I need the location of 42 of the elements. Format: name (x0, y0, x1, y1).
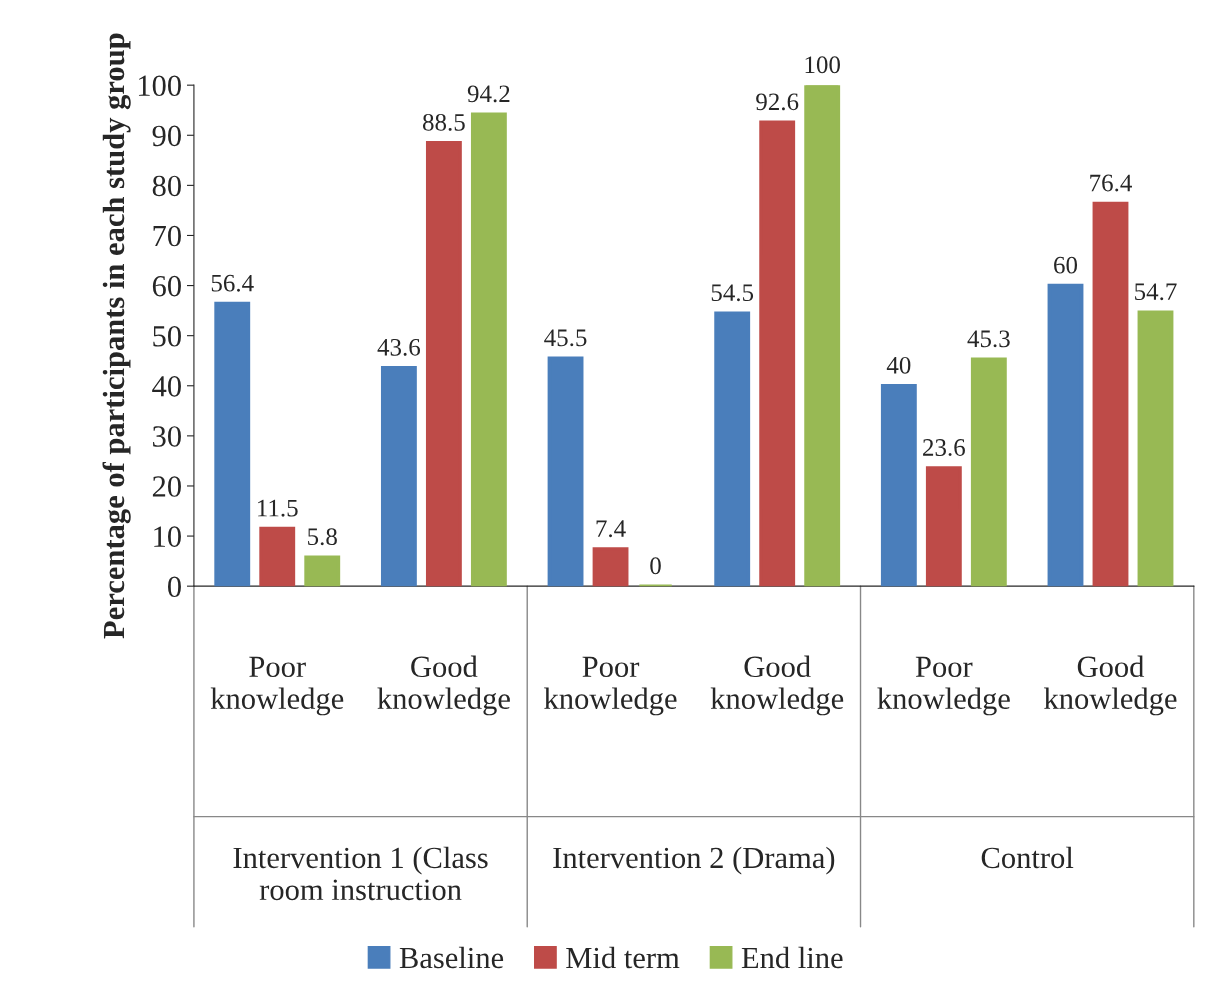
x-tick-label: Good knowledge (377, 655, 510, 716)
data-label: 40 (886, 356, 911, 374)
y-tick-label: 20 (152, 476, 181, 497)
text: Intervention 1 (Class room instruction (233, 846, 488, 901)
y-tick-label: 60 (152, 275, 181, 297)
y-tick-label: 0 (168, 576, 181, 598)
y-tick-label: 70 (153, 225, 181, 247)
y-tick-label: 30 (153, 426, 181, 447)
y-axis-title: Percentage of participants in each study group (102, 33, 131, 639)
data-label: 45.5 (544, 329, 587, 347)
data-label: 23.6 (923, 439, 965, 457)
data-label: 92.6 (756, 93, 799, 111)
data-label: 11.5 (258, 499, 298, 517)
legend-label: End line (741, 946, 843, 969)
legend-label: Baseline (399, 946, 504, 969)
y-tick-label: 80 (152, 175, 181, 197)
data-label: 7.4 (596, 520, 626, 538)
y-tick-label: 40 (152, 376, 181, 397)
legend-label: Mid term (566, 946, 680, 969)
y-tick-label: 50 (153, 325, 181, 347)
x-tick-label: Poor knowledge (877, 656, 1010, 716)
y-tick-label: 100 (138, 75, 181, 97)
data-label: 56.4 (211, 274, 254, 292)
y-tick-label: 90 (152, 125, 181, 147)
x-tick-label: Good knowledge (1044, 655, 1177, 716)
y-tick-label: 10 (154, 526, 181, 547)
x-tick-label: Good knowledge (710, 655, 844, 716)
data-label: 54.5 (711, 284, 754, 302)
data-label: 76.4 (1090, 174, 1132, 192)
data-label: 54.7 (1135, 283, 1177, 301)
x-tick-label: Poor knowledge (210, 656, 344, 716)
data-label: 0 (650, 557, 661, 575)
x-tick-label: Poor knowledge (544, 656, 677, 716)
data-label: 60 (1054, 256, 1078, 274)
data-label: 94.2 (467, 85, 510, 103)
data-label: 43.6 (377, 338, 421, 356)
data-label: 5.8 (308, 528, 337, 546)
data-label: 100 (805, 56, 840, 74)
text: Control (981, 846, 1074, 869)
text: Intervention 2 (Drama) (553, 846, 835, 875)
data-label: 88.5 (422, 113, 465, 131)
data-label: 45.3 (967, 330, 1010, 348)
